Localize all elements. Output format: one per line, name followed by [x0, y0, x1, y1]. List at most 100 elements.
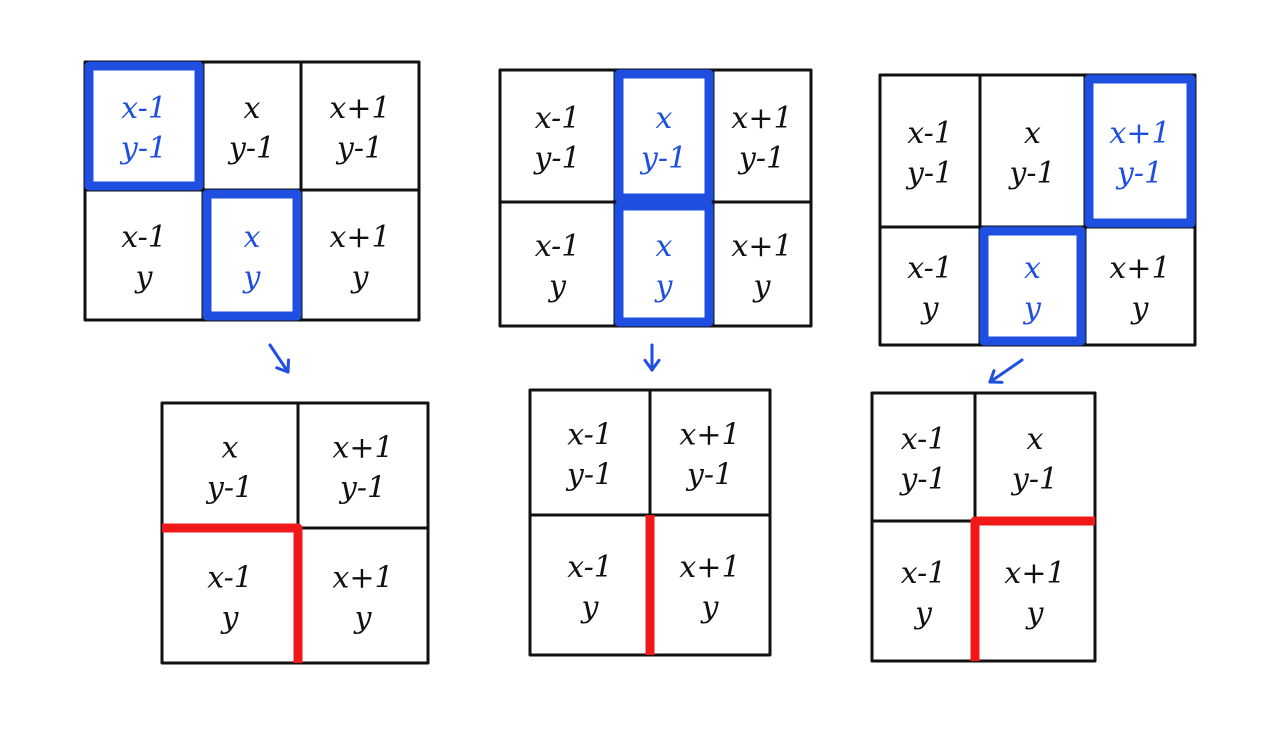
- top-grid-cell: [713, 202, 811, 326]
- transition-arrow-icon: [270, 345, 288, 372]
- top-cell-label: y: [920, 291, 940, 326]
- top-cell-label: x: [244, 220, 261, 255]
- top-cell-label: x-1: [907, 116, 953, 151]
- bottom-cell-label: x+1: [679, 550, 740, 585]
- bottom-cell-label: x+1: [679, 418, 740, 453]
- bottom-grid-cell: [975, 521, 1095, 661]
- top-cell-label: y-1: [639, 141, 687, 176]
- transition-arrow-icon: [990, 360, 1022, 382]
- top-cell-label: x-1: [535, 101, 581, 136]
- top-cell-label: y-1: [119, 131, 167, 166]
- bottom-cell-label: y-1: [338, 471, 386, 506]
- top-grid-cell: [85, 190, 203, 320]
- top-cell-label: y-1: [532, 141, 580, 176]
- bottom-cell-label: y: [913, 596, 933, 631]
- bottom-grid-cell: [530, 390, 650, 515]
- top-grid-cell: [880, 75, 980, 227]
- bottom-grid-cell: [650, 390, 770, 515]
- highlighted-cell-outline: [89, 66, 199, 186]
- top-cell-label: x-1: [121, 91, 167, 126]
- top-cell-label: x+1: [329, 91, 390, 126]
- top-cell-label: x-1: [907, 251, 953, 286]
- bottom-cell-label: y-1: [1010, 462, 1058, 497]
- bottom-grid-cell: [650, 515, 770, 655]
- bottom-cell-label: y: [700, 590, 720, 625]
- top-grid-cell: [980, 227, 1085, 345]
- top-cell-label: y: [242, 260, 262, 295]
- top-grid-cell: [85, 62, 203, 190]
- top-grid-cell: [615, 70, 713, 202]
- top-cell-label: y-1: [1007, 156, 1055, 191]
- top-grid-cell: [1085, 75, 1195, 227]
- bottom-cell-label: y: [353, 601, 373, 636]
- top-cell-label: y: [350, 260, 370, 295]
- bottom-grid-cell: [975, 393, 1095, 521]
- bottom-grid-cell: [872, 393, 975, 521]
- bottom-grid-cell: [530, 515, 650, 655]
- top-grid-cell: [500, 202, 615, 326]
- highlighted-cell-outline: [207, 194, 297, 316]
- bottom-cell-label: x+1: [332, 561, 393, 596]
- highlighted-cell-outline: [1089, 79, 1191, 223]
- top-cell-label: y: [134, 260, 154, 295]
- bottom-cell-label: x-1: [207, 561, 253, 596]
- top-cell-label: y-1: [227, 131, 275, 166]
- bottom-cell-label: x-1: [901, 556, 947, 591]
- bottom-grid-cell: [162, 403, 298, 528]
- top-cell-label: y: [547, 269, 567, 304]
- top-cell-label: x: [1024, 116, 1041, 151]
- highlighted-cell-outline: [619, 206, 709, 322]
- bottom-cell-label: x+1: [332, 431, 393, 466]
- top-grid-cell: [301, 190, 419, 320]
- top-cell-label: x+1: [731, 101, 792, 136]
- bottom-cell-label: y-1: [565, 458, 613, 493]
- top-cell-label: y: [1022, 291, 1042, 326]
- panel-case-vertical: x-1y-1xy-1x+1y-1x-1yxyx+1yx-1y-1x+1y-1x-…: [500, 70, 811, 655]
- top-cell-label: y-1: [1115, 156, 1163, 191]
- panel-case-diagonal: x-1y-1xy-1x+1y-1x-1yxyx+1yxy-1x+1y-1x-1y…: [85, 62, 428, 663]
- top-grid-cell: [301, 62, 419, 190]
- bottom-cell-label: x: [222, 431, 239, 466]
- bottom-cell-label: y-1: [685, 458, 733, 493]
- red-boundary-mark: [975, 521, 1095, 661]
- bottom-grid: x-1 y-1 x+1 y-1 x-1 y x+1 y: [530, 390, 770, 655]
- top-grid-cell: [880, 227, 980, 345]
- bottom-grid-cell: [298, 528, 428, 663]
- top-cell-label: x+1: [731, 229, 792, 264]
- bottom-grid-cell: [298, 403, 428, 528]
- top-grid-cell: [203, 190, 301, 320]
- top-cell-label: x+1: [1109, 116, 1170, 151]
- bottom-cell-label: y: [220, 601, 240, 636]
- top-cell-label: y-1: [905, 156, 953, 191]
- top-cell-label: y: [1130, 291, 1150, 326]
- highlighted-cell-outline: [619, 74, 709, 198]
- top-cell-label: x-1: [535, 229, 581, 264]
- top-cell-label: y: [654, 269, 674, 304]
- bottom-cell-label: x-1: [567, 550, 613, 585]
- bottom-grid-cell: [162, 528, 298, 663]
- bottom-cell-label: y-1: [898, 462, 946, 497]
- top-grid-cell: [500, 70, 615, 202]
- top-cell-label: x: [656, 229, 673, 264]
- bottom-cell-label: x: [1027, 422, 1044, 457]
- transition-arrow-icon: [645, 345, 659, 370]
- bottom-grid-cell: [872, 521, 975, 661]
- top-grid-cell: [615, 202, 713, 326]
- bottom-cell-label: y: [580, 590, 600, 625]
- top-grid-cell: [713, 70, 811, 202]
- bottom-cell-label: x-1: [567, 418, 613, 453]
- top-grid-cell: [203, 62, 301, 190]
- top-cell-label: x+1: [1109, 251, 1170, 286]
- panel-case-anti-diagonal: x-1y-1xy-1x+1y-1x-1yxyx+1yx-1y-1xy-1x-1y…: [872, 75, 1195, 661]
- bottom-cell-label: y-1: [205, 471, 253, 506]
- bottom-cell-label: x+1: [1004, 556, 1065, 591]
- top-cell-label: x-1: [121, 220, 167, 255]
- top-cell-label: y-1: [335, 131, 383, 166]
- top-grid-cell: [1085, 227, 1195, 345]
- bottom-cell-label: y: [1025, 596, 1045, 631]
